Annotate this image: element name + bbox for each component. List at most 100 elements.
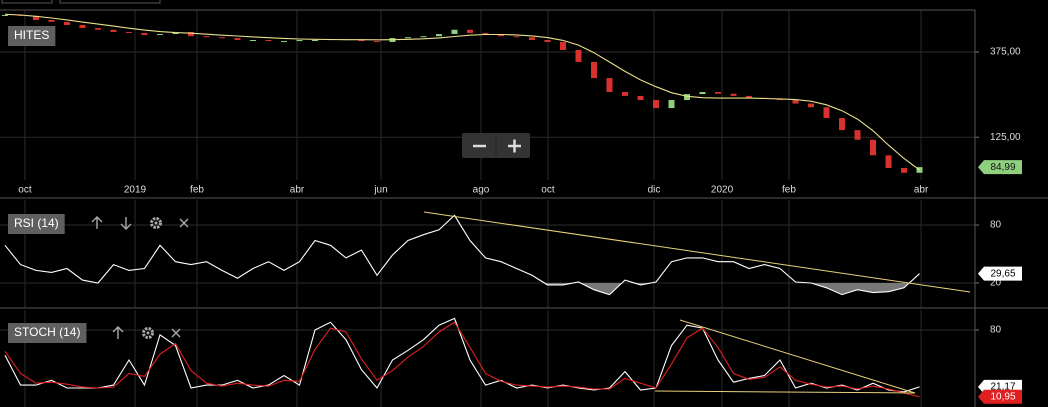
candle [652, 100, 659, 109]
candle [637, 95, 644, 101]
candle [125, 31, 132, 33]
candle [358, 40, 365, 42]
candle [808, 103, 815, 108]
value-badge-label: 10,95 [990, 391, 1015, 402]
candle [280, 41, 287, 43]
close[interactable] [179, 218, 189, 228]
grid [0, 10, 979, 407]
x-tick-label: jun [373, 185, 387, 196]
plots [1, 13, 923, 398]
x-tick-label: feb [782, 185, 796, 196]
candle [404, 37, 411, 39]
x-tick-label: oct [18, 185, 32, 196]
candle [699, 92, 706, 95]
frame [0, 9, 1048, 407]
y-tick-label: 375,00 [990, 47, 1021, 58]
settings[interactable] [150, 217, 162, 229]
candle [544, 40, 551, 42]
labels: oct 2019 feb abr jun ago oct dic 2020 feb abr 375,0… [8, 26, 1022, 404]
y-tick-label: 80 [990, 220, 1002, 231]
candle [435, 34, 442, 37]
value-badge-label: 21,17 [990, 382, 1015, 393]
x-tick-label: feb [190, 185, 204, 196]
x-tick-label: abr [914, 185, 929, 196]
candle [916, 167, 923, 173]
candle [870, 139, 877, 156]
candle [141, 32, 148, 36]
candle [156, 34, 163, 36]
move-up[interactable] [91, 216, 103, 229]
candle [839, 118, 846, 131]
candle [606, 78, 613, 93]
zoom-controls[interactable] [462, 133, 530, 158]
candle [745, 95, 752, 98]
trendline [654, 390, 916, 394]
candle [885, 155, 892, 169]
settings[interactable] [142, 327, 154, 339]
candle [497, 34, 504, 37]
candle [683, 94, 690, 101]
candle [714, 92, 721, 94]
top-button[interactable] [59, 0, 161, 4]
x-tick-label: 2019 [124, 185, 147, 196]
candle [668, 100, 675, 109]
oversold-area [5, 282, 920, 295]
y-tick-label: 20 [990, 278, 1002, 289]
panel-title-box [8, 214, 65, 234]
move-down[interactable] [120, 217, 132, 230]
panel-title: RSI (14) [14, 216, 59, 230]
x-tick-label: ago [473, 185, 490, 196]
rsi-icons[interactable] [91, 216, 189, 230]
candle [513, 36, 520, 38]
candle [575, 50, 582, 62]
panel-title: STOCH (14) [14, 325, 80, 339]
x-tick-label: 2020 [711, 185, 734, 196]
candle [451, 29, 458, 35]
top-buttons[interactable] [1, 0, 161, 4]
candle [823, 107, 830, 119]
x-tick-label: abr [290, 185, 305, 196]
candle [420, 36, 427, 38]
close[interactable] [171, 328, 181, 338]
value-badge [978, 389, 1022, 404]
candle [466, 29, 473, 33]
candle [187, 31, 194, 37]
trendline [423, 211, 971, 293]
x-tick-label: dic [648, 185, 661, 196]
candle [218, 37, 225, 39]
indicator-line [4, 214, 920, 296]
panel-title-box [8, 26, 56, 46]
stoch-icons[interactable] [112, 326, 181, 339]
candle [48, 19, 55, 22]
panel-title: HITES [14, 28, 49, 42]
candle [203, 36, 210, 38]
candle [730, 93, 737, 96]
candle [792, 100, 799, 104]
candle [1, 14, 8, 16]
candle [482, 32, 489, 35]
value-badge [978, 160, 1022, 175]
trendlines [423, 211, 971, 394]
move-up[interactable] [112, 326, 124, 339]
indicator-line [4, 317, 920, 393]
y-tick-label: 80 [990, 325, 1002, 336]
candle [32, 15, 39, 20]
candle [79, 24, 86, 29]
candle [234, 38, 241, 41]
candle [110, 29, 117, 32]
top-button[interactable] [1, 0, 53, 4]
candle [901, 168, 908, 173]
candle [373, 41, 380, 43]
indicator-line [4, 321, 920, 398]
trendline [679, 319, 916, 394]
candle [296, 40, 303, 42]
value-badge [978, 266, 1022, 281]
candle [590, 61, 597, 79]
value-badge-label: 29,65 [990, 268, 1015, 279]
zoom-in[interactable] [508, 139, 521, 153]
panel-title-box [8, 323, 87, 343]
candle [559, 41, 566, 51]
candle [94, 28, 101, 30]
